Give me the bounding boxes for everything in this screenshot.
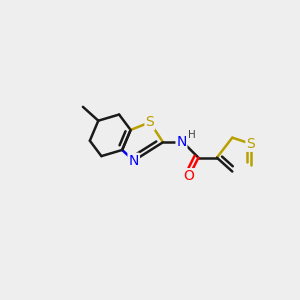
Text: N: N xyxy=(128,154,139,168)
Text: H: H xyxy=(188,130,195,140)
Text: S: S xyxy=(246,137,255,151)
Text: S: S xyxy=(146,115,154,129)
Text: O: O xyxy=(184,169,195,183)
Text: N: N xyxy=(176,135,187,149)
